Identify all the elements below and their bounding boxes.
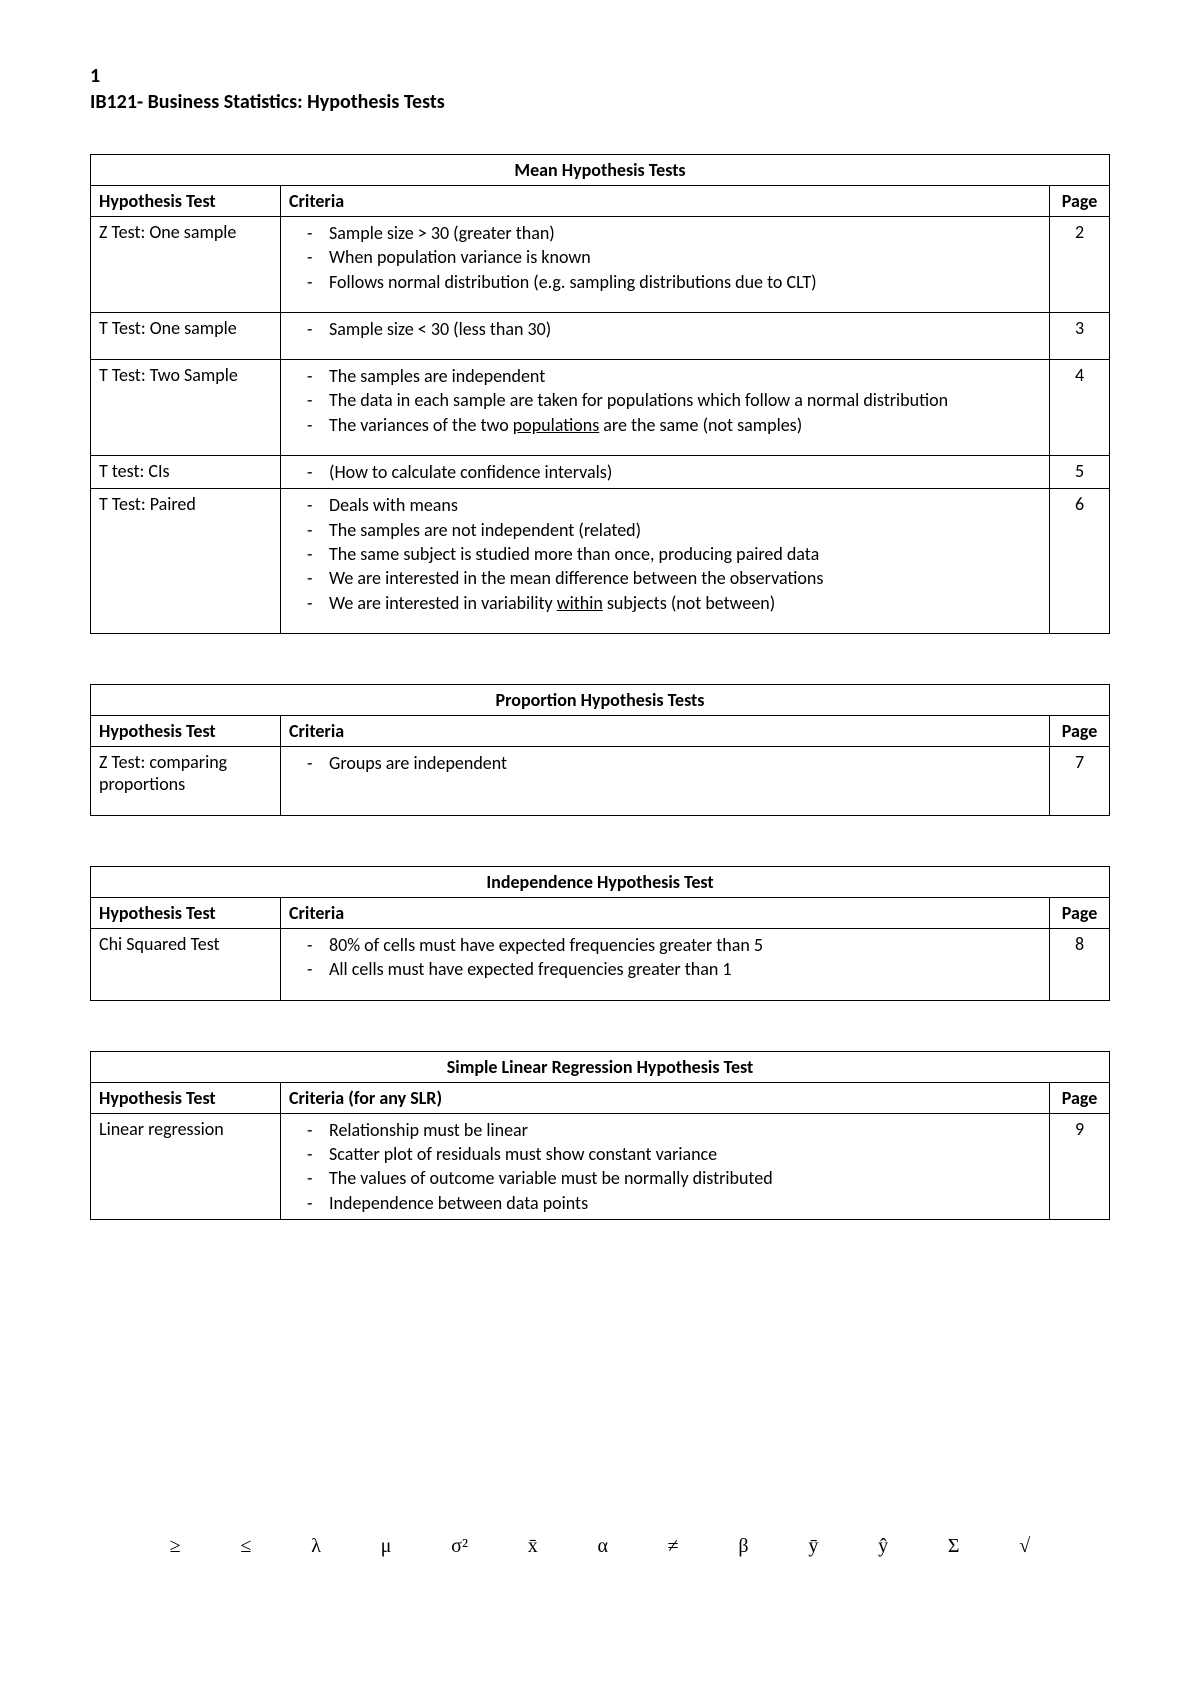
tables-container: Mean Hypothesis TestsHypothesis TestCrit… [90,154,1110,1220]
criteria-cell: Relationship must be linearScatter plot … [281,1113,1050,1219]
page-ref-cell: 5 [1050,456,1110,489]
hypothesis-table: Mean Hypothesis TestsHypothesis TestCrit… [90,154,1110,634]
page-ref-cell: 2 [1050,217,1110,313]
math-symbol: α [597,1535,607,1558]
criteria-cell: Groups are independent [281,746,1050,815]
test-name-cell: Linear regression [91,1113,281,1219]
column-header: Criteria [281,186,1050,217]
criteria-cell: Sample size < 30 (less than 30) [281,312,1050,359]
column-header: Page [1050,1082,1110,1113]
criteria-item: Scatter plot of residuals must show cons… [289,1142,1041,1166]
hypothesis-table: Simple Linear Regression Hypothesis Test… [90,1051,1110,1220]
criteria-cell: 80% of cells must have expected frequenc… [281,929,1050,1001]
criteria-item: Deals with means [289,493,1041,517]
table-row: Linear regressionRelationship must be li… [91,1113,1110,1219]
table-row: T Test: One sample Sample size < 30 (less… [91,312,1110,359]
test-name-cell: T test: CIs [91,456,281,489]
test-name-cell: T Test: Two Sample [91,360,281,456]
criteria-item: The values of outcome variable must be n… [289,1166,1041,1190]
test-name-cell: T Test: Paired [91,489,281,633]
criteria-item: (How to calculate confidence intervals) [289,460,1041,484]
table-title: Independence Hypothesis Test [91,867,1110,898]
column-header: Hypothesis Test [91,186,281,217]
page-number: 1 [90,64,1110,88]
criteria-item: Sample size > 30 (greater than) [289,221,1041,245]
criteria-item: We are interested in variability within … [289,591,1041,615]
page-ref-cell: 6 [1050,489,1110,633]
table-title: Mean Hypothesis Tests [91,155,1110,186]
criteria-cell: Sample size > 30 (greater than)When popu… [281,217,1050,313]
table-row: T test: CIs (How to calculate confidence … [91,456,1110,489]
document-page: 1 IB121- Business Statistics: Hypothesis… [0,0,1200,1310]
criteria-cell: Deals with meansThe samples are not inde… [281,489,1050,633]
table-row: T Test: Two SampleThe samples are indepe… [91,360,1110,456]
column-header: Page [1050,186,1110,217]
criteria-item: 80% of cells must have expected frequenc… [289,933,1041,957]
column-header: Page [1050,898,1110,929]
criteria-item: All cells must have expected frequencies… [289,957,1041,981]
column-header: Hypothesis Test [91,715,281,746]
page-ref-cell: 9 [1050,1113,1110,1219]
symbols-footer: ≥ ≤ λ μ σ² x̄ α ≠ β ȳ ŷ Σ √ [0,1535,1200,1558]
math-symbol: β [738,1535,748,1558]
hypothesis-table: Proportion Hypothesis TestsHypothesis Te… [90,684,1110,816]
criteria-item: The data in each sample are taken for po… [289,388,1041,412]
page-ref-cell: 7 [1050,746,1110,815]
hypothesis-table: Independence Hypothesis TestHypothesis T… [90,866,1110,1001]
page-title: IB121- Business Statistics: Hypothesis T… [90,90,1110,114]
table-row: Z Test: comparing proportions Groups are … [91,746,1110,815]
math-symbol: ≠ [668,1535,679,1558]
criteria-item: The samples are not independent (related… [289,518,1041,542]
criteria-item: The samples are independent [289,364,1041,388]
criteria-cell: (How to calculate confidence intervals) [281,456,1050,489]
criteria-cell: The samples are independentThe data in e… [281,360,1050,456]
criteria-item: Groups are independent [289,751,1041,775]
math-symbol: σ² [451,1535,468,1558]
column-header: Hypothesis Test [91,1082,281,1113]
math-symbol: Σ [948,1535,960,1558]
column-header: Criteria [281,898,1050,929]
test-name-cell: Chi Squared Test [91,929,281,1001]
math-symbol: √ [1019,1535,1030,1558]
column-header: Page [1050,715,1110,746]
criteria-item: Relationship must be linear [289,1118,1041,1142]
criteria-item: The same subject is studied more than on… [289,542,1041,566]
column-header: Hypothesis Test [91,898,281,929]
page-ref-cell: 8 [1050,929,1110,1001]
math-symbol: μ [381,1535,392,1558]
math-symbol: ȳ [808,1535,818,1558]
table-title: Simple Linear Regression Hypothesis Test [91,1051,1110,1082]
math-symbol: x̄ [528,1535,538,1558]
criteria-item: Sample size < 30 (less than 30) [289,317,1041,341]
criteria-item: The variances of the two populations are… [289,413,1041,437]
criteria-item: Independence between data points [289,1191,1041,1215]
criteria-item: When population variance is known [289,245,1041,269]
table-row: Z Test: One sampleSample size > 30 (grea… [91,217,1110,313]
math-symbol: ≥ [170,1535,181,1558]
test-name-cell: T Test: One sample [91,312,281,359]
test-name-cell: Z Test: comparing proportions [91,746,281,815]
column-header: Criteria [281,715,1050,746]
page-ref-cell: 4 [1050,360,1110,456]
math-symbol: ≤ [240,1535,251,1558]
table-row: Chi Squared Test 80% of cells must have e… [91,929,1110,1001]
test-name-cell: Z Test: One sample [91,217,281,313]
table-title: Proportion Hypothesis Tests [91,684,1110,715]
math-symbol: λ [311,1535,321,1558]
column-header: Criteria (for any SLR) [281,1082,1050,1113]
criteria-item: Follows normal distribution (e.g. sampli… [289,270,1041,294]
math-symbol: ŷ [878,1535,888,1558]
page-ref-cell: 3 [1050,312,1110,359]
criteria-item: We are interested in the mean difference… [289,566,1041,590]
table-row: T Test: PairedDeals with meansThe sample… [91,489,1110,633]
